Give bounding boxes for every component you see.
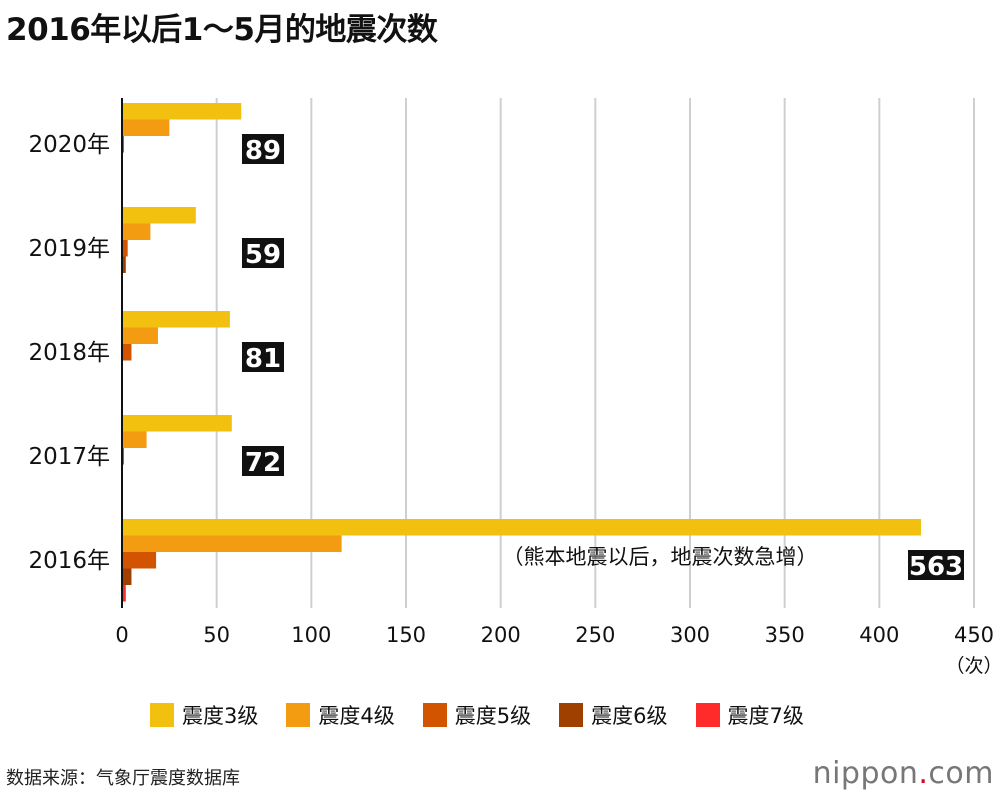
legend-item: 震度6级 <box>559 700 668 730</box>
total-label: 563 <box>909 552 963 582</box>
legend: 震度3级 震度4级 震度5级 震度6级 震度7级 <box>150 700 804 730</box>
legend-label: 震度5级 <box>454 704 532 728</box>
legend-swatch <box>559 703 584 727</box>
logo-dot: . <box>918 756 929 791</box>
bar <box>122 552 157 569</box>
bar <box>122 415 232 432</box>
legend-item: 震度3级 <box>150 700 258 730</box>
bar <box>122 535 342 552</box>
x-tick-label: 300 <box>670 623 710 647</box>
legend-item: 震度7级 <box>695 700 804 730</box>
total-badge <box>242 446 284 476</box>
x-tick-label: 200 <box>481 623 521 647</box>
x-tick-label: 150 <box>386 623 426 647</box>
bar-chart: 0 50 100 150 200 250 300 350 400 450 （次） 2020年 89 201… <box>28 98 1000 677</box>
nippon-logo: nippon.com <box>813 756 994 791</box>
bar <box>122 311 230 328</box>
logo-suffix: com <box>928 756 994 791</box>
bar <box>122 103 242 120</box>
x-tick-label: 0 <box>115 623 128 647</box>
bar <box>122 327 158 344</box>
total-label: 72 <box>245 448 281 478</box>
bar <box>122 585 126 602</box>
category-label: 2017年 <box>28 444 110 470</box>
category-label: 2019年 <box>28 236 110 262</box>
annotation: （熊本地震以后，地震次数急增） <box>503 545 818 569</box>
bar <box>122 344 132 361</box>
total-badge <box>242 342 284 372</box>
total-label: 81 <box>245 344 281 374</box>
bar <box>122 256 126 273</box>
bar <box>122 207 196 224</box>
total-badge <box>908 550 964 580</box>
bar <box>122 568 132 585</box>
legend-swatch <box>695 703 720 727</box>
source-note: 数据来源：气象厅震度数据库 <box>6 768 240 789</box>
legend-swatch <box>150 703 174 727</box>
total-label: 59 <box>245 240 281 270</box>
bar <box>122 519 921 536</box>
bar <box>122 119 170 136</box>
bar <box>122 223 151 240</box>
chart-title: 2016年以后1～5月的地震次数 <box>6 12 438 48</box>
legend-label: 震度4级 <box>318 704 395 728</box>
legend-label: 震度6级 <box>591 704 668 728</box>
bar <box>122 240 128 257</box>
total-label: 89 <box>245 136 281 166</box>
bar <box>122 431 147 448</box>
legend-label: 震度3级 <box>182 704 259 728</box>
x-tick-label: 350 <box>765 623 805 647</box>
category-label: 2018年 <box>28 340 110 366</box>
total-badge <box>242 238 284 268</box>
logo-text: nippon <box>812 756 919 791</box>
x-tick-label: 50 <box>203 623 230 647</box>
legend-swatch <box>286 703 311 727</box>
x-tick-label: 450 <box>954 623 994 647</box>
x-tick-label: 100 <box>291 623 331 647</box>
x-tick-label: 250 <box>575 623 615 647</box>
category-label: 2016年 <box>28 548 110 574</box>
x-axis-unit: （次） <box>945 655 1000 677</box>
legend-item: 震度5级 <box>422 700 532 730</box>
legend-swatch <box>422 703 447 727</box>
total-badge <box>242 134 284 164</box>
category-label: 2020年 <box>28 132 110 158</box>
legend-label: 震度7级 <box>727 704 804 728</box>
legend-item: 震度4级 <box>286 700 395 730</box>
x-tick-label: 400 <box>859 623 899 647</box>
